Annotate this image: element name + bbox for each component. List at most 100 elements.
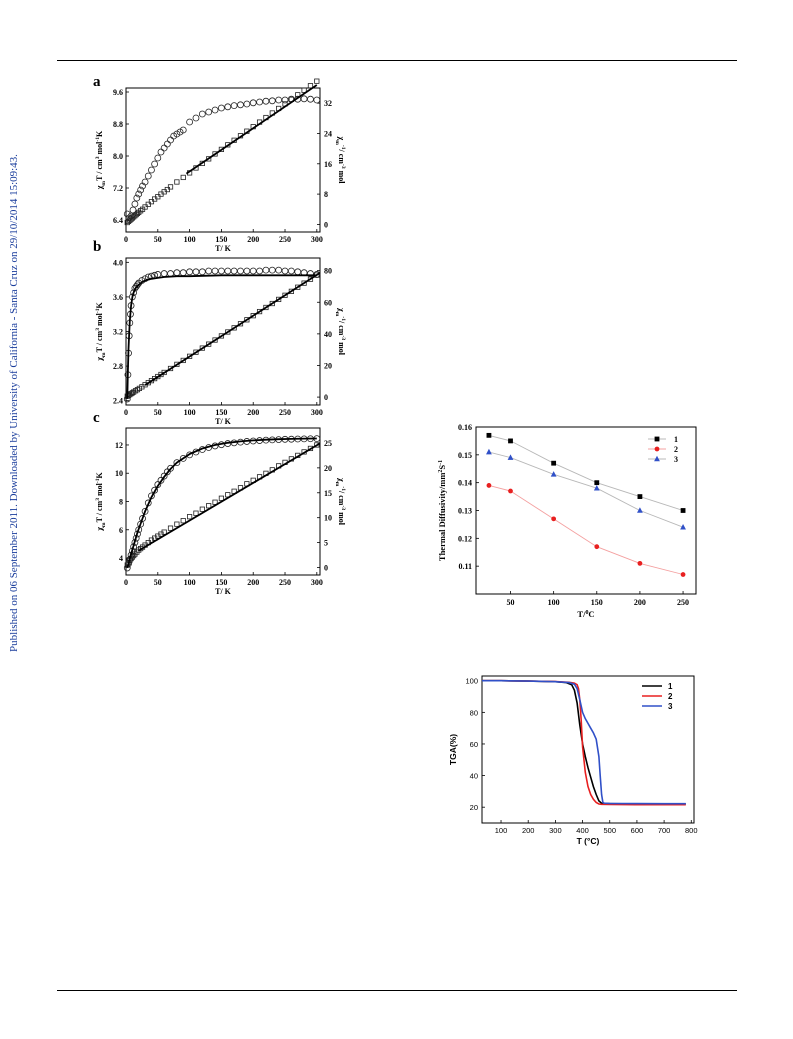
series-point (508, 438, 513, 444)
series-point (486, 432, 492, 438)
inverse-chi-point (134, 549, 140, 555)
chiT-point (137, 186, 145, 194)
inverse-chi-point (231, 488, 237, 494)
inverse-chi-point (193, 349, 199, 355)
chiT-point (249, 267, 257, 275)
inverse-chi-point (282, 292, 288, 298)
y-tick-label: 0.11 (458, 562, 472, 571)
inverse-chi-point (307, 445, 314, 452)
chiT-point (307, 435, 314, 443)
chiT-point (141, 178, 149, 186)
x-tick-label: 50 (154, 578, 162, 587)
inverse-chi-point (307, 83, 314, 89)
inverse-chi-point (127, 557, 133, 564)
inverse-chi-point (288, 456, 294, 462)
inverse-chi-point (129, 390, 135, 396)
x-tick-label: 0 (124, 408, 128, 417)
y-tick-label: 9.6 (113, 88, 123, 97)
inverse-chi-point (129, 215, 135, 221)
chiT-point (281, 267, 289, 275)
y2-tick-label: 60 (324, 298, 332, 307)
inverse-chi-point (269, 467, 275, 473)
inverse-chi-point (125, 559, 132, 566)
y2-tick-label: 8 (324, 190, 328, 199)
y2-axis-label: χm-1/ cm-3 mol (334, 307, 346, 356)
series-line (482, 679, 686, 805)
y-tick-label: 100 (465, 677, 478, 686)
inverse-chi-point (301, 449, 307, 455)
chiT-point (131, 539, 139, 546)
x-tick-label: 100 (495, 826, 508, 835)
x-tick-label: 400 (576, 826, 589, 835)
inverse-chi-point (276, 296, 282, 303)
series-line (482, 679, 686, 806)
y-axis-label: Thermal Diffusivity/mm2S-1 (437, 460, 447, 561)
inverse-chi-point (133, 211, 139, 218)
chiT-point (268, 97, 276, 105)
chiT-point (137, 520, 145, 528)
legend-marker (654, 455, 660, 462)
inverse-chi-point (314, 78, 320, 84)
inverse-chi-point (301, 280, 307, 286)
inverse-chi-point (152, 196, 158, 202)
chiT-point (123, 210, 131, 218)
inverse-chi-point (276, 105, 282, 112)
legend-label: 1 (674, 435, 678, 444)
chiT-point (127, 551, 135, 559)
chiT-point (218, 441, 225, 449)
inverse-chi-point (136, 385, 142, 392)
chiT-point (123, 564, 131, 572)
x-axis-label: T/ K (215, 417, 232, 426)
fit-line (185, 84, 318, 175)
series-point (551, 516, 557, 522)
x-tick-label: 150 (215, 408, 227, 417)
inverse-chi-point (256, 119, 263, 125)
chiT-point (230, 439, 238, 447)
panel-b-label: b (93, 239, 102, 255)
inverse-chi-point (148, 378, 155, 384)
inverse-chi-point (288, 288, 294, 294)
y2-tick-label: 0 (324, 564, 328, 573)
chiT-point (125, 332, 133, 340)
chiT-point (198, 268, 206, 276)
x-tick-label: 50 (507, 598, 515, 607)
chiT-point (139, 515, 146, 522)
x-tick-label: 300 (311, 408, 323, 417)
chiT-point (275, 96, 283, 104)
legend-marker (654, 446, 660, 452)
chiT-point (224, 267, 232, 275)
series-point (637, 494, 643, 499)
inverse-chi-point (180, 357, 186, 364)
y-tick-label: 6.4 (113, 216, 123, 225)
chiT-point (129, 206, 137, 214)
inverse-chi-point (256, 474, 263, 480)
chiT-point (179, 126, 187, 134)
inverse-chi-point (187, 353, 193, 359)
chiT-point (160, 144, 168, 152)
chiT-point (132, 283, 140, 290)
chiT-point (154, 481, 162, 488)
y-tick-label: 12 (115, 441, 123, 450)
chiT-point (167, 136, 174, 144)
inverse-chi-point (231, 137, 237, 143)
inverse-chi-point (237, 133, 244, 139)
inverse-chi-point (295, 452, 301, 459)
inverse-chi-point (263, 114, 269, 121)
chiT-point (281, 96, 289, 104)
y2-tick-label: 40 (324, 330, 332, 339)
y-tick-label: 80 (470, 708, 478, 717)
series-point (680, 572, 686, 577)
x-tick-label: 200 (247, 235, 259, 244)
inverse-chi-point (282, 459, 288, 465)
inverse-chi-point (145, 201, 151, 207)
inverse-chi-point (138, 545, 144, 552)
chiT-point (237, 438, 244, 446)
y-tick-label: 7.2 (113, 184, 123, 193)
series-point (486, 448, 492, 455)
publication-sidebar[interactable]: Published on 06 September 2011. Download… (8, 154, 20, 652)
series-point (680, 508, 686, 513)
x-axis-label: T/0C (577, 609, 594, 619)
